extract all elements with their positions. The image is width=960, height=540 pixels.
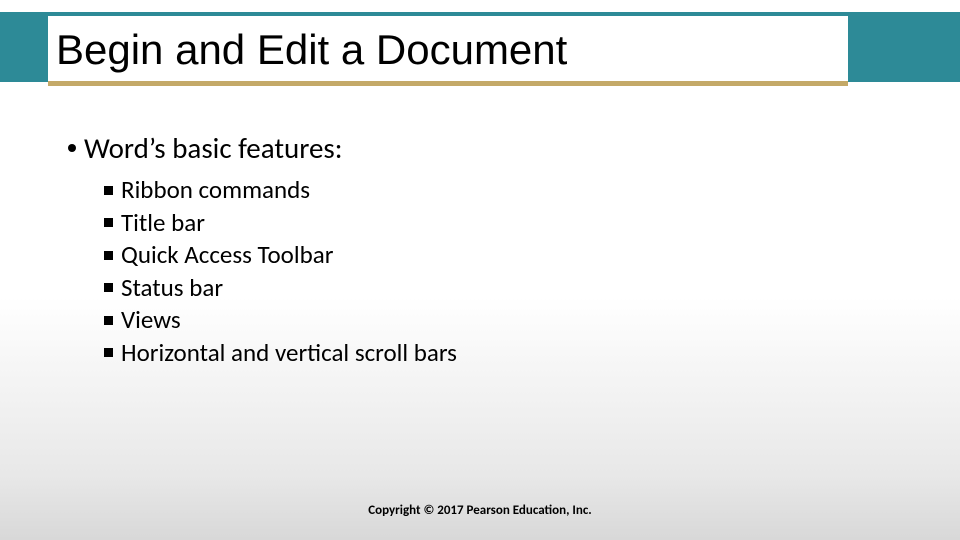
square-bullet-icon <box>104 186 113 195</box>
sub-bullet-item: Ribbon commands <box>104 174 888 207</box>
sub-list: Ribbon commands Title bar Quick Access T… <box>104 174 888 369</box>
square-bullet-icon <box>104 218 113 227</box>
sub-bullet-item: Horizontal and vertical scroll bars <box>104 337 888 370</box>
square-bullet-icon <box>104 316 113 325</box>
sub-point-text: Horizontal and vertical scroll bars <box>121 337 457 368</box>
main-bullet-item: Word’s basic features: <box>68 130 888 166</box>
content-area: Word’s basic features: Ribbon commands T… <box>68 130 888 369</box>
square-bullet-icon <box>104 283 113 292</box>
disc-bullet-icon <box>68 144 76 152</box>
square-bullet-icon <box>104 348 113 357</box>
sub-point-text: Quick Access Toolbar <box>121 239 333 270</box>
sub-point-text: Status bar <box>121 272 223 303</box>
square-bullet-icon <box>104 251 113 260</box>
sub-bullet-item: Status bar <box>104 272 888 305</box>
sub-bullet-item: Quick Access Toolbar <box>104 239 888 272</box>
sub-point-text: Title bar <box>121 207 205 238</box>
slide-title: Begin and Edit a Document <box>56 26 567 74</box>
sub-bullet-item: Title bar <box>104 207 888 240</box>
main-point-text: Word’s basic features: <box>84 130 343 166</box>
title-container: Begin and Edit a Document <box>48 16 848 86</box>
sub-bullet-item: Views <box>104 304 888 337</box>
sub-point-text: Views <box>121 304 181 335</box>
copyright-footer: Copyright © 2017 Pearson Education, Inc. <box>0 503 960 518</box>
sub-point-text: Ribbon commands <box>121 174 310 205</box>
